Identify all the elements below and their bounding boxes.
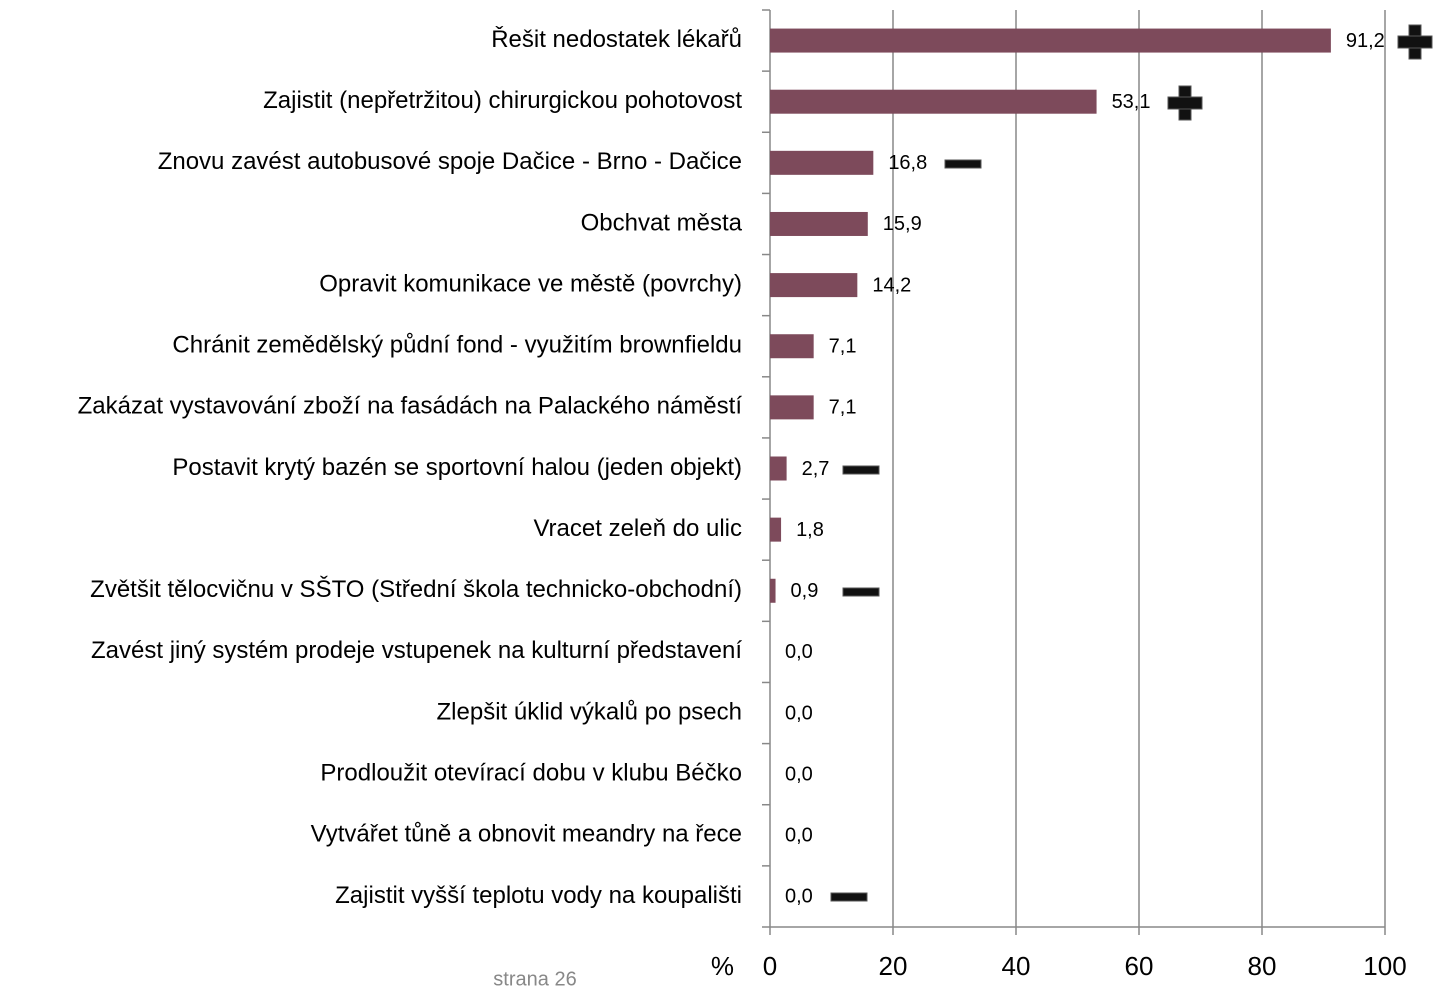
value-label: 2,7 xyxy=(802,458,830,480)
category-label: Zajistit (nepřetržitou) chirurgickou poh… xyxy=(263,87,742,114)
value-label: 0,9 xyxy=(791,580,819,602)
category-label: Opravit komunikace ve městě (povrchy) xyxy=(319,270,742,297)
value-label: 0,0 xyxy=(785,702,813,724)
bar xyxy=(770,456,787,481)
category-label: Vytvářet tůně a obnovit meandry na řece xyxy=(311,821,742,848)
value-label: 1,8 xyxy=(796,519,824,541)
x-tick-label: 60 xyxy=(1125,951,1154,981)
value-label: 91,2 xyxy=(1346,30,1385,52)
category-label: Zajistit vyšší teplotu vody na koupališt… xyxy=(335,882,742,909)
category-label: Znovu zavést autobusové spoje Dačice - B… xyxy=(158,148,742,175)
value-label: 0,0 xyxy=(785,763,813,785)
value-label: 53,1 xyxy=(1112,91,1151,113)
footer: strana 26 xyxy=(493,968,576,990)
x-axis-label: % xyxy=(711,951,734,981)
minus-icon xyxy=(944,159,982,169)
bar xyxy=(770,89,1097,114)
value-label: 7,1 xyxy=(829,336,857,358)
minus-icon xyxy=(842,465,880,475)
minus-icon xyxy=(842,587,880,597)
bar xyxy=(770,334,814,359)
bar xyxy=(770,395,814,420)
x-tick-label: 20 xyxy=(879,951,908,981)
x-tick-label: 40 xyxy=(1002,951,1031,981)
category-label: Obchvat města xyxy=(581,209,743,236)
bar xyxy=(770,517,782,542)
x-tick-label: 100 xyxy=(1363,951,1406,981)
plus-icon xyxy=(1397,24,1433,60)
bar xyxy=(770,150,874,175)
x-tick-label: 80 xyxy=(1248,951,1277,981)
category-label: Zlepšit úklid výkalů po psech xyxy=(437,698,742,725)
bar xyxy=(770,578,776,603)
category-label: Zvětšit tělocvičnu v SŠTO (Střední škola… xyxy=(90,575,742,603)
category-label: Vracet zeleň do ulic xyxy=(533,515,742,542)
value-label: 0,0 xyxy=(785,641,813,663)
value-label: 7,1 xyxy=(829,397,857,419)
category-label: Prodloužit otevírací dobu v klubu Béčko xyxy=(320,760,742,787)
bar xyxy=(770,211,868,236)
value-label: 15,9 xyxy=(883,213,922,235)
bar xyxy=(770,28,1331,53)
category-label: Postavit krytý bazén se sportovní halou … xyxy=(172,454,742,481)
value-label: 16,8 xyxy=(888,152,927,174)
category-label: Zavést jiný systém prodeje vstupenek na … xyxy=(91,637,742,664)
bar xyxy=(770,273,858,298)
icons xyxy=(830,24,1433,902)
category-label: Řešit nedostatek lékařů xyxy=(491,26,742,53)
minus-icon xyxy=(830,892,868,902)
value-label: 0,0 xyxy=(785,825,813,847)
category-label: Chránit zemědělský půdní fond - využitím… xyxy=(172,332,742,359)
value-label: 0,0 xyxy=(785,886,813,908)
x-tick-label: 0 xyxy=(763,951,777,981)
value-label: 14,2 xyxy=(872,274,911,296)
category-label: Zakázat vystavování zboží na fasádách na… xyxy=(78,393,743,420)
plus-icon xyxy=(1167,85,1203,121)
